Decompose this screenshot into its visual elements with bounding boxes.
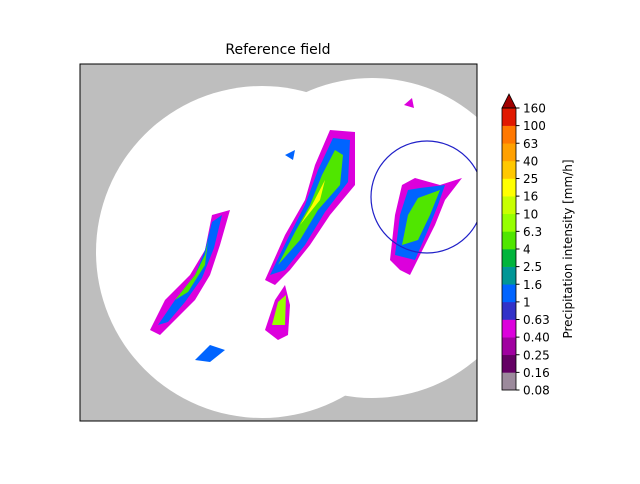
colorbar-segment (502, 337, 516, 356)
colorbar-tick-label: 160 (523, 102, 546, 116)
colorbar-segment (502, 178, 516, 197)
colorbar-extend (501, 93, 517, 109)
colorbar-tick-label: 10 (523, 207, 538, 221)
colorbar-tick-label: 0.25 (523, 348, 550, 362)
colorbar-tick-label: 1 (523, 295, 531, 309)
colorbar-tick-label: 25 (523, 172, 538, 186)
colorbar-tick-label: 0.08 (523, 384, 550, 398)
colorbar-tick-label: 100 (523, 119, 546, 133)
colorbar-segment (502, 301, 516, 320)
map-title: Reference field (225, 42, 330, 58)
colorbar-segment (502, 372, 516, 391)
colorbar-label: Precipitation intensity [mm/h] (561, 159, 575, 338)
colorbar-segment (502, 108, 516, 126)
colorbar-segment (502, 213, 516, 232)
colorbar-tick-label: 0.16 (523, 366, 550, 380)
map-frame (79, 63, 478, 422)
colorbar-segment (502, 319, 516, 338)
colorbar-tick-label: 4 (523, 243, 531, 257)
colorbar-segment (502, 231, 516, 250)
colorbar-tick-label: 1.6 (523, 278, 542, 292)
colorbar-tick-label: 2.5 (523, 260, 542, 274)
colorbar-tick-label: 63 (523, 137, 538, 151)
colorbar: 0.08 0.16 0.25 0.40 0.63 1 1.6 2.5 4 6.3 10 16 25 40 6… (501, 93, 550, 398)
colorbar-segment (502, 249, 516, 267)
highlight-circle (370, 140, 477, 254)
colorbar-segment (502, 266, 516, 285)
colorbar-segment (502, 284, 516, 303)
map-area (80, 64, 477, 421)
colorbar-segment (502, 143, 516, 162)
colorbar-segment (502, 354, 516, 373)
colorbar-tick-label: 0.40 (523, 331, 550, 345)
colorbar-tick-label: 40 (523, 154, 538, 168)
colorbar-tick-label: 0.63 (523, 313, 550, 327)
colorbar-tick-label: 16 (523, 190, 538, 204)
colorbar-segment (502, 160, 516, 179)
precipitation (150, 98, 462, 362)
radar-coverage (212, 78, 477, 398)
colorbar-segment (502, 125, 516, 144)
colorbar-segment (502, 196, 516, 215)
colorbar-tick-label: 6.3 (523, 225, 542, 239)
